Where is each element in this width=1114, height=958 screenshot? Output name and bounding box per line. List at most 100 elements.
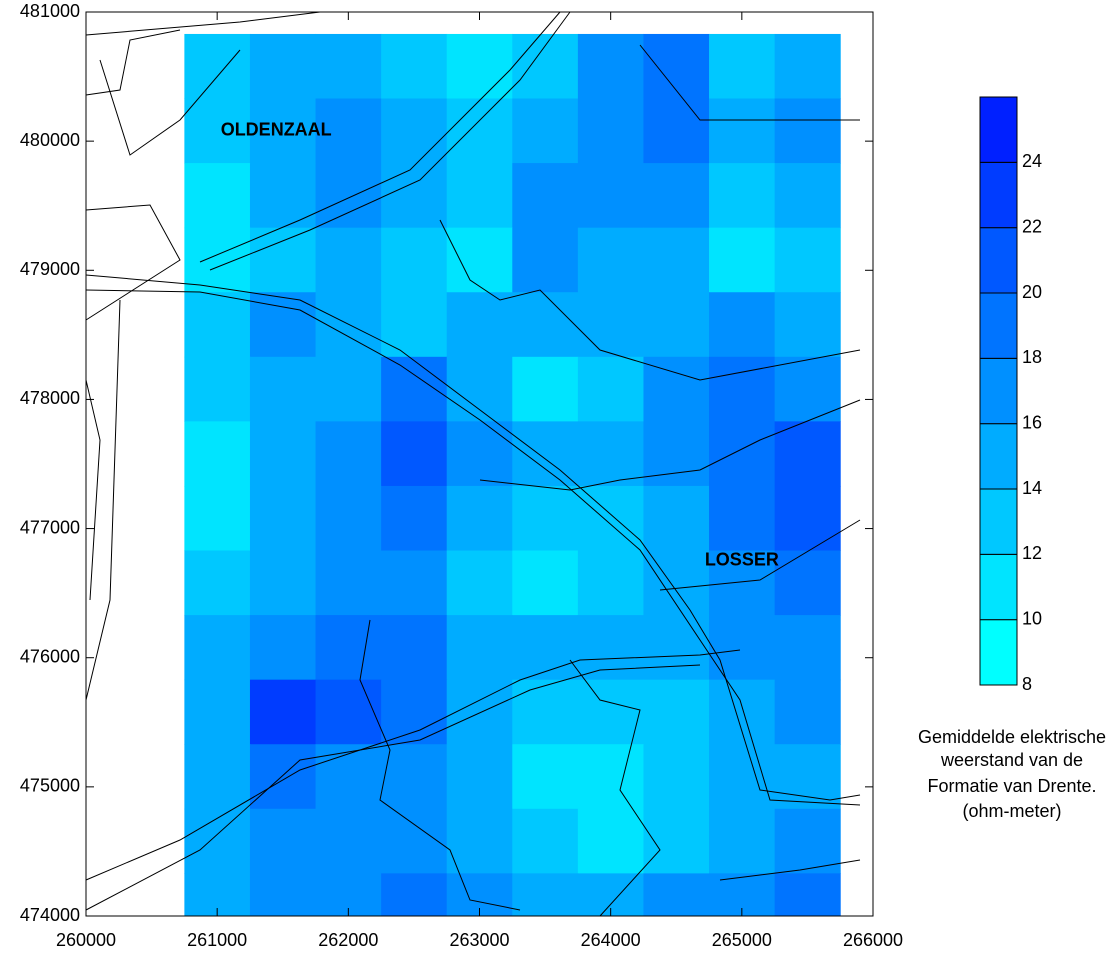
road <box>85 204 181 321</box>
contour-cell <box>381 421 448 487</box>
contour-cell <box>315 421 382 487</box>
contour-cell <box>184 33 251 100</box>
contour-cell <box>774 163 841 229</box>
contour-cell <box>774 421 841 487</box>
contour-cell <box>381 550 448 616</box>
contour-cell <box>512 808 579 874</box>
contour-cell <box>381 33 448 100</box>
road <box>659 519 861 591</box>
road <box>359 619 521 911</box>
colorbar-band <box>979 357 1018 425</box>
colorbar-band <box>979 488 1018 555</box>
contour-cell <box>249 679 317 745</box>
contour-cell <box>184 808 251 874</box>
road <box>479 399 861 491</box>
contour-cell <box>512 485 579 552</box>
contour-cell <box>512 292 579 358</box>
contour-cell <box>774 485 841 552</box>
contour-cell <box>643 808 710 874</box>
road <box>85 274 861 801</box>
contour-cell <box>249 33 317 100</box>
contour-cell <box>446 98 513 164</box>
contour-cell <box>709 356 776 422</box>
contour-cell <box>381 744 448 810</box>
contour-cell <box>643 33 710 100</box>
contour-cell <box>446 744 513 810</box>
contour-cell <box>381 163 448 229</box>
colorbar-band <box>979 619 1018 686</box>
contour-cell <box>512 163 579 229</box>
contour-cell <box>184 744 251 810</box>
legend-title-line: Formatie van Drente. <box>927 776 1096 796</box>
contour-cell <box>643 550 710 616</box>
contour-cell <box>446 550 513 616</box>
contour-cell <box>184 356 251 422</box>
x-tick-label: 263000 <box>449 930 509 950</box>
contour-cell <box>709 679 776 745</box>
contour-cell <box>249 356 317 422</box>
contour-cell <box>315 550 382 616</box>
contour-cell <box>446 679 513 745</box>
contour-cell <box>381 356 448 422</box>
colorbar-tick-label: 18 <box>1022 347 1042 367</box>
contour-cell <box>774 873 841 917</box>
y-tick-label: 477000 <box>20 517 80 537</box>
x-tick-label: 262000 <box>318 930 378 950</box>
road <box>99 49 241 156</box>
contour-cell <box>315 615 382 681</box>
road <box>209 11 571 271</box>
contour-cell <box>315 98 382 164</box>
road <box>85 299 121 701</box>
contour-cell <box>643 292 710 358</box>
contour-cell <box>249 873 317 917</box>
contour-cell <box>643 679 710 745</box>
x-tick-label: 261000 <box>187 930 247 950</box>
contour-cell <box>249 292 317 358</box>
x-tick-label: 266000 <box>843 930 903 950</box>
contour-cell <box>249 227 317 293</box>
legend-title: Gemiddelde elektrische weerstand van de … <box>918 727 1106 821</box>
contour-cell <box>709 485 776 552</box>
contour-cell <box>315 679 382 745</box>
contour-cell <box>643 356 710 422</box>
contour-cell <box>184 227 251 293</box>
contour-cell <box>774 292 841 358</box>
road <box>85 289 861 806</box>
contour-cell <box>577 615 644 681</box>
colorbar-tick-label: 16 <box>1022 412 1042 432</box>
contour-cell <box>512 550 579 616</box>
colorbar-tick-label: 20 <box>1022 282 1042 302</box>
contour-cell <box>709 744 776 810</box>
legend-title-line: Gemiddelde elektrische <box>918 727 1106 747</box>
contour-cell <box>709 550 776 616</box>
contour-cell <box>577 33 644 100</box>
contour-cell <box>643 421 710 487</box>
contour-cell <box>774 679 841 745</box>
contour-cell <box>512 873 579 917</box>
contour-cell <box>381 292 448 358</box>
contour-cell <box>446 421 513 487</box>
contour-cell <box>577 356 644 422</box>
place-label: OLDENZAAL <box>221 120 332 140</box>
contour-cell <box>643 485 710 552</box>
contour-cell <box>709 808 776 874</box>
contour-cell <box>315 163 382 229</box>
contour-cell <box>709 292 776 358</box>
contour-cell <box>774 356 841 422</box>
road <box>439 219 861 381</box>
colorbar-band <box>979 96 1018 163</box>
contour-cell <box>184 485 251 552</box>
colorbar-tick-label: 8 <box>1022 674 1032 694</box>
y-tick-label: 475000 <box>20 776 80 796</box>
contour-cell <box>381 485 448 552</box>
contour-cell <box>643 98 710 164</box>
contour-cell <box>184 292 251 358</box>
contour-cell <box>249 163 317 229</box>
contour-cell <box>512 356 579 422</box>
y-tick-label: 481000 <box>20 1 80 21</box>
contour-cell <box>577 98 644 164</box>
contour-cell <box>184 550 251 616</box>
colorbar-tick-label: 10 <box>1022 608 1042 628</box>
contour-cell <box>577 163 644 229</box>
